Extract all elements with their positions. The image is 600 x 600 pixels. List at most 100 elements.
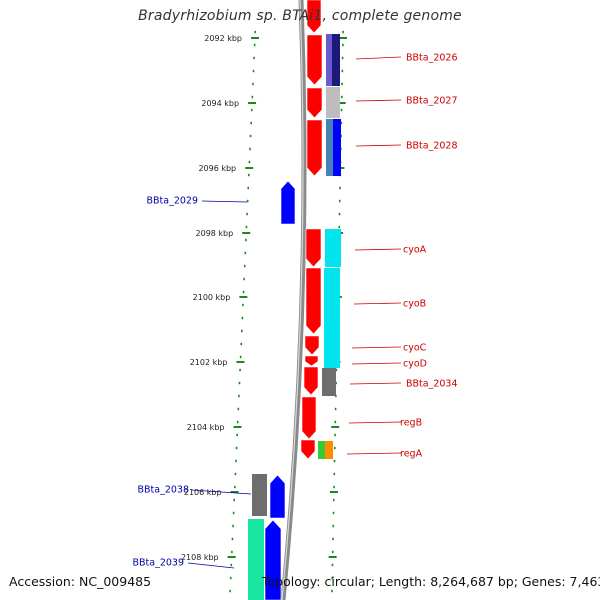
scale-minor-tick [251,95,254,99]
scale-minor-tick [249,147,251,151]
gene-label-cyod: cyoD [403,359,427,370]
scale-minor-tick [247,186,250,190]
scale-minor-tick [331,550,334,554]
scale-minor-tick [333,459,336,463]
scale-minor-tick [332,524,335,528]
scale-minor-tick [338,199,341,203]
gene-label-rega: regA [400,449,423,460]
scale-minor-tick [334,407,337,411]
cog-block [333,119,341,176]
scale-minor-tick [241,316,244,320]
gene-arrow-red [305,228,322,268]
scale-major-tick [248,102,257,104]
scale-minor-tick [341,56,344,60]
scale-minor-tick [253,56,255,60]
scale-minor-tick [245,238,247,242]
gene-arrow-blue [280,180,296,225]
gene-callout-line [348,421,402,424]
cog-block [326,87,340,118]
gene-callout-line [349,382,402,385]
scale-tick-label: 2092 kbp [204,34,242,43]
accession-text: Accession: NC_009485 [9,574,152,589]
scale-minor-tick [232,524,234,528]
gene-label-cyob: cyoB [403,299,426,310]
scale-minor-tick [334,446,336,450]
gene-arrow-red [300,439,316,460]
scale-minor-tick [335,381,337,385]
gene-callout-line [355,144,402,147]
gene-label-bbta-2027: BBta_2027 [406,96,458,107]
scale-tick-label: 2106 kbp [184,488,222,497]
cog-block [325,0,341,33]
scale-minor-tick [242,303,244,307]
scale-minor-tick [231,537,234,541]
scale-minor-tick [254,30,257,34]
scale-minor-tick [236,420,239,424]
gene-label-bbta-2029: BBta_2029 [146,196,198,207]
gene-callout-line [355,56,402,60]
scale-major-tick [236,361,245,363]
scale-minor-tick [340,108,343,112]
gene-label-cyoa: cyoA [403,245,427,256]
scale-minor-tick [331,563,334,567]
gene-callout-line [191,489,252,495]
scale-major-tick [337,102,346,104]
gene-arrow-red [306,119,323,177]
gene-callout-line [346,452,402,455]
gene-label-regb: regB [400,418,422,429]
scale-major-tick [339,37,347,39]
gene-callout-line [353,302,402,305]
scale-minor-tick [244,251,247,255]
scale-minor-tick [229,576,232,580]
gene-arrow-red [306,87,323,119]
cog-block [325,229,341,267]
scale-minor-tick [342,43,344,47]
scale-tick-label: 2098 kbp [196,229,234,238]
scale-minor-tick [332,511,335,515]
scale-minor-tick [331,589,333,593]
scale-major-tick [251,37,259,39]
scale-minor-tick [230,563,233,567]
gene-callout-line [351,362,402,365]
scale-minor-tick [342,30,344,34]
gene-callout-line [354,248,402,251]
genome-backbone-highlight [281,0,304,600]
cog-block [325,441,333,459]
scale-minor-tick [233,498,236,502]
scale-major-tick [233,426,242,428]
gene-arrow-red [306,0,322,34]
scale-major-tick [227,556,236,558]
gene-arrow-red [304,355,319,367]
scale-minor-tick [243,264,246,268]
gene-label-bbta-2038: BBta_2038 [137,485,189,496]
scale-minor-tick [338,225,341,229]
scale-minor-tick [242,290,245,294]
genome-summary-text: Topology: circular; Length: 8,264,687 bp… [262,574,600,589]
gene-callout-line [187,562,235,569]
scale-minor-tick [252,82,254,86]
gene-arrow-red [301,396,317,440]
gene-callout-line [351,346,402,349]
gene-arrow-blue [269,474,286,519]
scale-tick-label: 2100 kbp [193,293,231,302]
scale-minor-tick [229,589,231,593]
gene-callout-line [201,200,248,203]
gene-label-bbta-2034: BBta_2034 [406,379,458,390]
scale-minor-tick [236,433,238,437]
scale-tick-label: 2096 kbp [198,164,236,173]
scale-minor-tick [250,108,253,112]
scale-tick-label: 2102 kbp [190,358,228,367]
cog-block [252,474,267,516]
scale-minor-tick [338,212,341,216]
cog-block [326,119,333,176]
scale-minor-tick [332,537,334,541]
scale-minor-tick [333,472,336,476]
scale-minor-tick [237,407,240,411]
scale-minor-tick [241,329,243,333]
gene-label-cyoc: cyoC [403,343,427,354]
gene-label-bbta-2028: BBta_2028 [406,141,458,152]
scale-major-tick [242,232,251,234]
scale-minor-tick [250,121,252,125]
cog-block [324,268,340,368]
scale-minor-tick [231,550,233,554]
